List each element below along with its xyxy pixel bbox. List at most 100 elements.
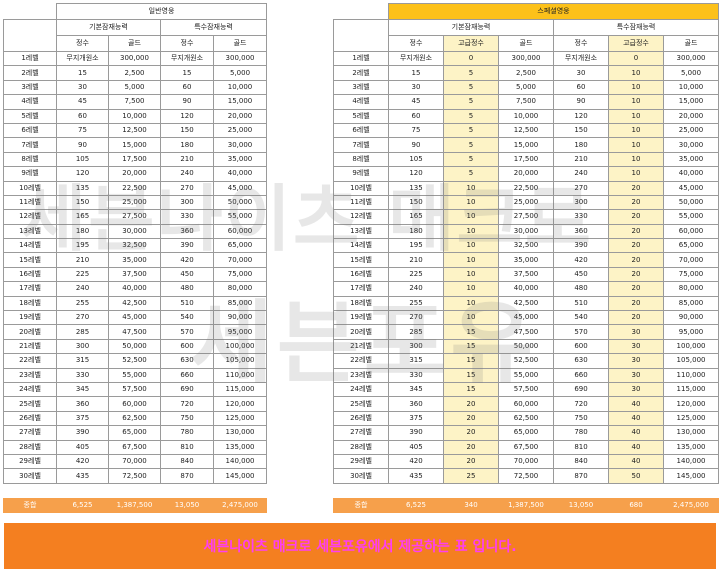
value-cell: 5	[443, 65, 499, 81]
value-cell: 225	[56, 266, 109, 283]
value-cell: 435	[56, 468, 109, 484]
level-cell: 8레벨	[333, 151, 389, 168]
table-row: 5레벨 60 10,000 120 20,000	[3, 108, 268, 124]
value-cell: 150	[553, 122, 609, 139]
value-cell: 42,500	[498, 295, 554, 312]
value-cell: 100,000	[662, 338, 720, 355]
level-cell: 3레벨	[333, 79, 389, 96]
table-row: 1레벨 무지개원소 0 300,000 무지개원소 0 300,000	[333, 50, 720, 67]
value-cell: 10	[443, 223, 499, 240]
value-cell: 420	[56, 453, 109, 470]
sub-header: 골드	[498, 35, 554, 52]
value-cell: 120	[553, 108, 609, 124]
level-cell: 11레벨	[3, 194, 57, 211]
table-row: 20레벨 285 15 47,500 570 30 95,000	[333, 324, 720, 340]
value-cell: 300,000	[108, 50, 161, 67]
level-cell: 23레벨	[333, 367, 389, 383]
level-cell: 12레벨	[333, 209, 389, 225]
value-cell: 95,000	[212, 324, 268, 340]
value-cell: 10,000	[498, 108, 554, 124]
level-cell: 15레벨	[333, 252, 389, 268]
value-cell: 10,000	[108, 108, 161, 124]
table-row: 21레벨 300 15 50,000 600 30 100,000	[333, 338, 720, 355]
value-cell: 630	[553, 353, 609, 369]
value-cell: 405	[56, 439, 109, 455]
table-row: 23레벨 330 55,000 660 110,000	[3, 367, 268, 383]
value-cell: 20	[608, 209, 664, 225]
level-header-blank	[3, 19, 57, 52]
value-cell: 30	[553, 65, 609, 81]
level-cell: 11레벨	[333, 194, 389, 211]
value-cell: 270	[56, 310, 109, 326]
total-cell: 13,050	[160, 498, 214, 513]
value-cell: 20	[608, 194, 664, 211]
level-cell: 1레벨	[333, 50, 389, 67]
table-row: 23레벨 330 15 55,000 660 30 110,000	[333, 367, 720, 383]
value-cell: 210	[160, 151, 214, 168]
footer-banner: 세븐나이츠 매크로 세븐포유에서 제공하는 표 입니다.	[4, 523, 716, 569]
level-cell: 26레벨	[333, 410, 389, 427]
value-cell: 125,000	[212, 410, 268, 427]
value-cell: 45,000	[662, 180, 720, 196]
value-cell: 20	[608, 180, 664, 196]
value-cell: 630	[160, 353, 214, 369]
table-row: 14레벨 195 10 32,500 390 20 65,000	[333, 238, 720, 254]
value-cell: 390	[553, 238, 609, 254]
value-cell: 35,000	[212, 151, 268, 168]
value-cell: 840	[160, 453, 214, 470]
value-cell: 690	[160, 381, 214, 398]
value-cell: 130,000	[212, 425, 268, 441]
value-cell: 25,000	[662, 122, 720, 139]
value-cell: 72,500	[498, 468, 554, 484]
value-cell: 120,000	[662, 396, 720, 412]
special-hero-rows: 1레벨 무지개원소 0 300,000 무지개원소 0 300,000 2레벨 15 5 2,500…	[333, 50, 720, 484]
value-cell: 45,000	[212, 180, 268, 196]
level-cell: 14레벨	[333, 238, 389, 254]
value-cell: 450	[160, 266, 214, 283]
value-cell: 20	[608, 252, 664, 268]
value-cell: 85,000	[212, 295, 268, 312]
table-row: 15레벨 210 35,000 420 70,000	[3, 252, 268, 268]
value-cell: 15,000	[212, 94, 268, 110]
value-cell: 20	[608, 266, 664, 283]
value-cell: 60	[56, 108, 109, 124]
value-cell: 345	[388, 381, 444, 398]
level-cell: 18레벨	[3, 295, 57, 312]
value-cell: 285	[388, 324, 444, 340]
value-cell: 105,000	[662, 353, 720, 369]
table-row: 5레벨 60 5 10,000 120 10 20,000	[333, 108, 720, 124]
value-cell: 20	[608, 238, 664, 254]
value-cell: 27,500	[108, 209, 161, 225]
value-cell: 10	[608, 137, 664, 153]
value-cell: 20	[608, 295, 664, 312]
level-cell: 17레벨	[333, 281, 389, 297]
table-row: 21레벨 300 50,000 600 100,000	[3, 338, 268, 355]
value-cell: 15	[160, 65, 214, 81]
total-cell: 2,475,000	[663, 498, 719, 513]
table-row: 22레벨 315 52,500 630 105,000	[3, 353, 268, 369]
level-cell: 1레벨	[3, 50, 57, 67]
value-cell: 240	[388, 281, 444, 297]
level-cell: 3레벨	[3, 79, 57, 96]
value-cell: 140,000	[662, 453, 720, 470]
table-row: 16레벨 225 10 37,500 450 20 75,000	[333, 266, 720, 283]
value-cell: 25,000	[108, 194, 161, 211]
value-cell: 345	[56, 381, 109, 398]
level-cell: 29레벨	[3, 453, 57, 470]
table-row: 11레벨 150 25,000 300 50,000	[3, 194, 268, 211]
value-cell: 140,000	[212, 453, 268, 470]
value-cell: 180	[553, 137, 609, 153]
value-cell: 510	[553, 295, 609, 312]
value-cell: 660	[160, 367, 214, 383]
value-cell: 90,000	[662, 310, 720, 326]
table-row: 15레벨 210 10 35,000 420 20 70,000	[333, 252, 720, 268]
table-row: 20레벨 285 47,500 570 95,000	[3, 324, 268, 340]
level-cell: 30레벨	[333, 468, 389, 484]
table-row: 3레벨 30 5 5,000 60 10 10,000	[333, 79, 720, 96]
value-cell: 150	[56, 194, 109, 211]
value-cell: 5	[443, 79, 499, 96]
value-cell: 37,500	[108, 266, 161, 283]
sub-header: 골드	[662, 35, 720, 52]
level-cell: 9레벨	[333, 166, 389, 182]
value-cell: 52,500	[108, 353, 161, 369]
